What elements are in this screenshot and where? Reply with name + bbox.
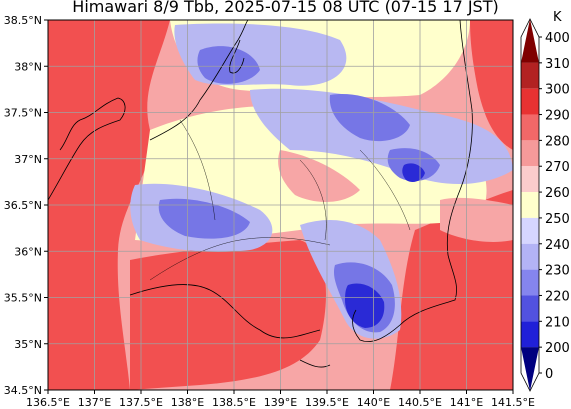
colorbar-level-label: 250: [545, 212, 570, 227]
lon-tick-label: 138°E: [171, 396, 204, 409]
lat-tick-label: 38°N: [14, 60, 42, 73]
colorbar-level-label: 0: [545, 367, 553, 382]
colorbar-level-label: 280: [545, 134, 570, 149]
colorbar-level-label: 200: [545, 341, 570, 356]
colorbar-segment: [521, 217, 539, 244]
lon-tick-label: 140°E: [357, 396, 390, 409]
graticule: [48, 20, 513, 390]
lon-tick-label: 136.5°E: [26, 396, 70, 409]
colorbar-segment: [521, 321, 539, 348]
colorbar-segment: [521, 347, 539, 391]
colorbar-level-label: 300: [545, 83, 570, 98]
colorbar-level-label: 210: [545, 315, 570, 330]
lon-tick-label: 141.5°E: [491, 396, 535, 409]
lon-tick-label: 140.5°E: [398, 396, 442, 409]
colorbar-level-label: 220: [545, 289, 570, 304]
lat-tick-label: 35.5°N: [4, 292, 42, 305]
colorbar-segment: [521, 295, 539, 322]
lon-tick-label: 139°E: [264, 396, 297, 409]
colorbar-segment: [521, 19, 539, 63]
lat-tick-label: 36°N: [14, 245, 42, 258]
lon-tick-label: 137°E: [78, 396, 111, 409]
map-title: Himawari 8/9 Tbb, 2025-07-15 08 UTC (07-…: [72, 0, 499, 16]
colorbar-segment: [521, 269, 539, 296]
latitude-ticks: 38.5°N 38°N 37.5°N 37°N 36.5°N 36°N 35.5°N 35°N…: [4, 14, 48, 397]
lat-tick-label: 35°N: [14, 338, 42, 351]
lat-tick-label: 36.5°N: [4, 199, 42, 212]
lat-tick-label: 37.5°N: [4, 107, 42, 120]
colorbar-unit: K: [553, 10, 562, 25]
lat-tick-label: 34.5°N: [4, 384, 42, 397]
colorbar-level-label: 310: [545, 57, 570, 72]
coastlines: [48, 20, 473, 368]
longitude-ticks: 136.5°E 137°E 137.5°E 138°E 138.5°E 139°E 139.…: [26, 390, 535, 409]
colorbar-segment: [521, 114, 539, 141]
colorbar-level-label: 400: [545, 31, 570, 46]
colorbar-segment: [521, 62, 539, 89]
colorbar-segment: [521, 166, 539, 193]
colorbar-level-label: 240: [545, 238, 570, 253]
colorbar-segment: [521, 140, 539, 167]
colorbar-level-label: 270: [545, 160, 570, 175]
colorbar-level-label: 230: [545, 264, 570, 279]
colorbar: 400 310 300 290 280 270 260 250 240 230 220 210 200 0: [520, 18, 570, 392]
lon-tick-label: 139.5°E: [305, 396, 349, 409]
colorbar-level-label: 260: [545, 186, 570, 201]
lon-tick-label: 138.5°E: [212, 396, 256, 409]
colorbar-segment: [521, 192, 539, 218]
colorbar-segment: [521, 88, 539, 115]
lon-tick-label: 137.5°E: [119, 396, 163, 409]
colorbar-segment: [521, 243, 539, 270]
lon-tick-label: 141°E: [450, 396, 483, 409]
lat-tick-label: 38.5°N: [4, 14, 42, 27]
colorbar-level-label: 290: [545, 109, 570, 124]
lat-tick-label: 37°N: [14, 153, 42, 166]
